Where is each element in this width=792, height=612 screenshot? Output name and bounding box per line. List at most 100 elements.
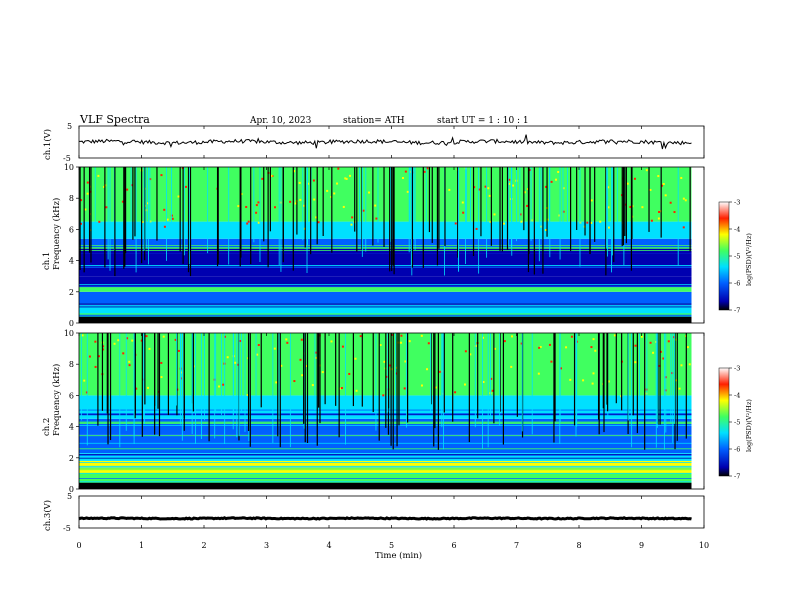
psd-speckle [469, 353, 472, 356]
psd-speckle [362, 209, 365, 212]
psd-speckle [406, 190, 409, 193]
xtick-label: 6 [451, 541, 456, 550]
psd-speckle [441, 370, 444, 373]
psd-speckle [659, 350, 662, 353]
psd-speckle [177, 349, 180, 352]
xtick-label: 5 [389, 541, 394, 550]
psd-speckle [160, 361, 163, 364]
psd-speckle [163, 208, 166, 211]
psd-speckle [239, 340, 242, 343]
psd-speckle [658, 210, 661, 213]
psd-speckle [94, 340, 97, 343]
low-freq-band [79, 316, 692, 323]
psd-speckle [682, 226, 685, 229]
psd-speckle [160, 376, 163, 379]
psd-speckle [121, 200, 124, 203]
psd-speckle [420, 384, 423, 387]
psd-speckle [286, 341, 289, 344]
psd-speckle [301, 374, 304, 377]
ytick-label: 8 [69, 194, 74, 203]
figure-title: VLF Spectra [79, 113, 150, 126]
psd-speckle [257, 201, 260, 204]
ytick-label: 8 [69, 360, 74, 369]
xtick-label: 7 [514, 541, 519, 550]
psd-speckle [613, 334, 616, 337]
psd-speckle [490, 377, 493, 380]
psd-speckle [550, 360, 553, 363]
psd-speckle [275, 381, 278, 384]
psd-speckle [503, 222, 506, 225]
psd-speckle [340, 387, 343, 390]
psd-speckle [354, 357, 357, 360]
colorbar-tick-label: -5 [734, 253, 740, 261]
psd-speckle [315, 356, 318, 359]
psd-speckle [503, 340, 506, 343]
frequency-band [79, 167, 692, 222]
psd-speckle [512, 184, 515, 187]
psd-speckle [557, 170, 560, 173]
psd-speckle [174, 338, 177, 341]
colorbar-tick-label: -6 [734, 446, 740, 454]
psd-speckle [102, 345, 105, 348]
psd-speckle [423, 170, 426, 173]
ytick-label: 0 [69, 319, 74, 328]
psd-speckle [326, 189, 329, 192]
psd-speckle [94, 365, 97, 368]
psd-speckle [245, 205, 248, 208]
psd-speckle [538, 346, 541, 349]
psd-speckle [454, 222, 457, 225]
psd-speckle [141, 220, 144, 223]
psd-speckle [330, 340, 333, 343]
psd-speckle [274, 206, 277, 209]
xtick-label: 0 [76, 541, 81, 550]
psd-speckle [302, 204, 305, 207]
psd-speckle [434, 386, 437, 389]
psd-speckle [520, 220, 523, 223]
psd-speckle [128, 364, 131, 367]
psd-speckle [684, 199, 687, 202]
psd-speckle [299, 358, 302, 361]
psd-speckle [672, 336, 675, 339]
ch1-spectrogram-panel: 10 8 6 4 2 0 ch.1 Frequency (kHz) [42, 163, 705, 328]
psd-speckle [157, 390, 160, 393]
psd-speckle [586, 221, 589, 224]
xtick-label: 10 [699, 541, 709, 550]
psd-speckle [237, 205, 240, 208]
time-axis: 0 1 2 3 4 5 6 7 8 9 10 [76, 126, 709, 550]
psd-speckle [562, 210, 565, 213]
psd-speckle [160, 174, 163, 177]
psd-speckle [300, 338, 303, 341]
psd-speckle [482, 336, 485, 339]
psd-speckle [261, 177, 264, 180]
psd-speckle [400, 334, 403, 337]
psd-speckle [79, 199, 82, 202]
psd-speckle [680, 364, 683, 367]
psd-speckle [626, 182, 629, 185]
ch1-ytick-bottom: -5 [63, 154, 71, 163]
psd-speckle [315, 216, 318, 219]
psd-speckle [359, 335, 362, 338]
date-label: Apr. 10, 2023 [249, 116, 312, 126]
time-axis-label: Time (min) [375, 550, 422, 561]
psd-speckle [409, 170, 412, 173]
psd-speckle [550, 180, 553, 183]
ytick-label: 4 [69, 423, 74, 432]
colorbar-tick-label: -6 [734, 280, 740, 288]
ytick-label: 4 [69, 257, 74, 266]
psd-speckle [582, 379, 585, 382]
psd-speckle [166, 218, 169, 221]
psd-speckle [645, 169, 648, 172]
psd-speckle [662, 357, 665, 360]
psd-speckle [474, 344, 477, 347]
ch2-frequency-ylabel: Frequency (kHz) [51, 364, 62, 436]
psd-speckle [537, 372, 540, 375]
psd-speckle [355, 389, 358, 392]
psd-speckle [652, 351, 655, 354]
psd-speckle [599, 220, 602, 223]
ytick-label: 2 [69, 454, 74, 463]
psd-speckle [673, 211, 676, 214]
psd-speckle [185, 185, 188, 188]
station-label: station= ATH [343, 116, 405, 126]
psd-speckle [98, 220, 101, 223]
psd-speckle [270, 174, 273, 177]
